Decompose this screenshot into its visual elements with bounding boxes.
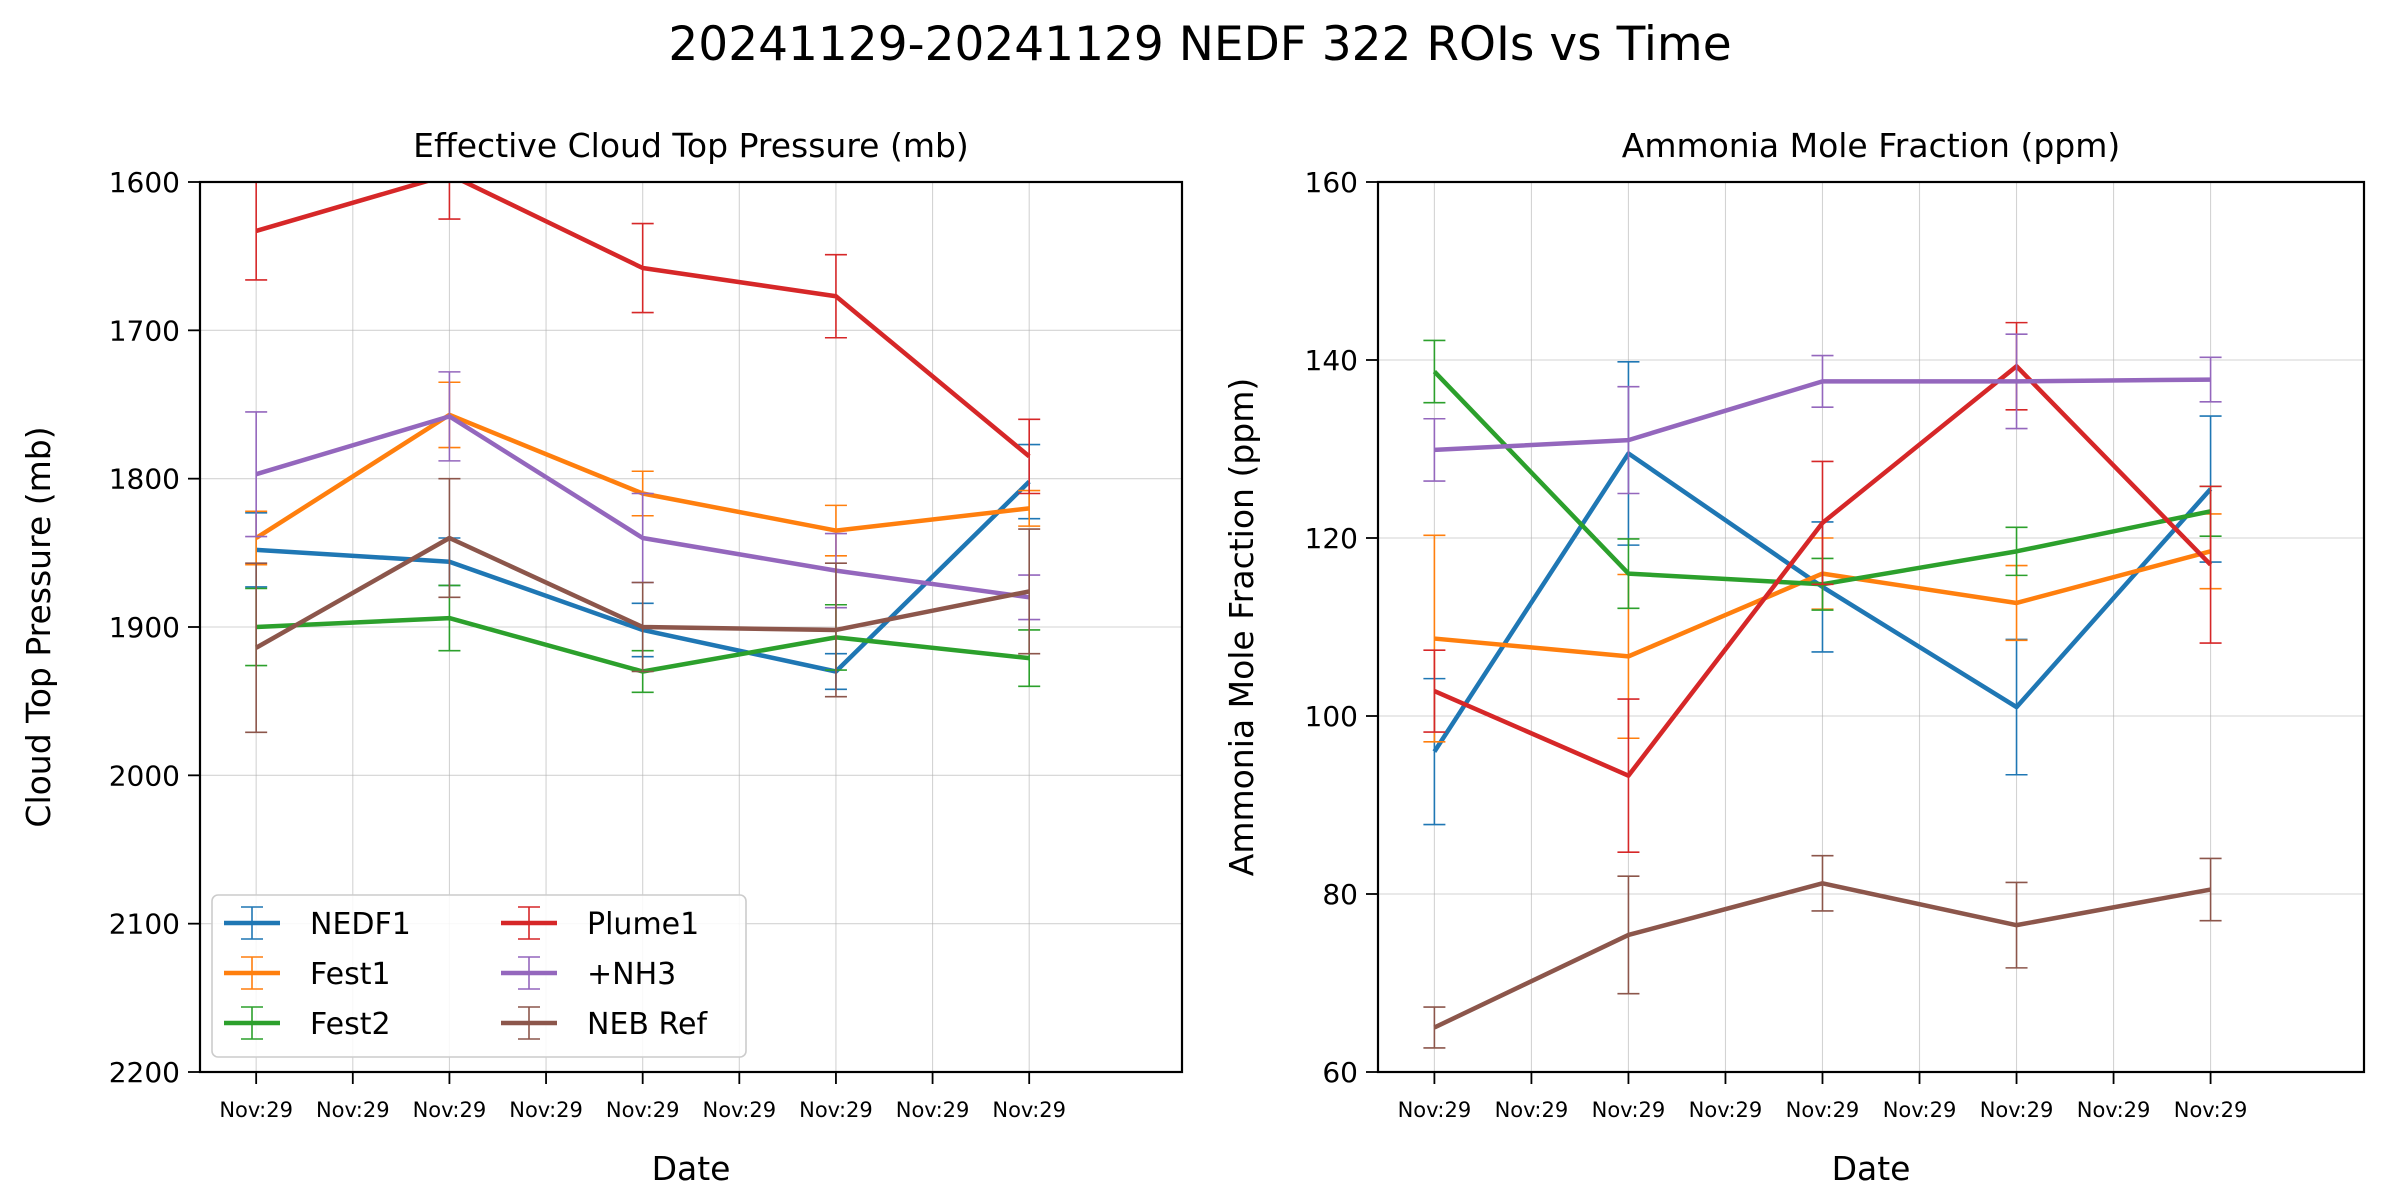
series--nh3 xyxy=(1423,333,2222,495)
y-tick-label: 80 xyxy=(1322,878,1358,911)
legend-label: Plume1 xyxy=(587,907,699,942)
series-line xyxy=(255,182,1031,459)
legend-entry: NEDF1 xyxy=(224,906,411,942)
x-tick-label: Nov:29 xyxy=(606,1098,680,1122)
ammonia-panel: Nov:29 Nov:29 Nov:29 Nov:29 Nov:29 Nov:29 Nov:… xyxy=(1222,126,2366,1188)
figure-title: 20241129-20241129 NEDF 322 ROIs vs Time xyxy=(668,17,1731,72)
legend-label: NEB Ref xyxy=(587,1007,708,1042)
legend-entry: +NH3 xyxy=(501,956,676,992)
ammonia-y-axis-title: Ammonia Mole Fraction (ppm) xyxy=(1222,378,1261,876)
x-tick-label: Nov:29 xyxy=(702,1098,776,1122)
series-neb-ref xyxy=(1423,854,2222,1049)
x-tick-label: Nov:29 xyxy=(799,1098,873,1122)
x-tick-label: Nov:29 xyxy=(509,1098,583,1122)
x-tick-label: Nov:29 xyxy=(413,1098,487,1122)
ammonia-axes-frame xyxy=(1376,180,2366,1074)
series-line xyxy=(1433,363,2213,778)
pressure-y-axis-title: Cloud Top Pressure (mb) xyxy=(19,426,58,827)
legend-entry: Plume1 xyxy=(501,906,699,942)
x-tick-label: Nov:29 xyxy=(2077,1098,2151,1122)
y-tick-label: 2200 xyxy=(109,1056,180,1089)
y-tick-label: 1900 xyxy=(109,611,180,644)
legend-box xyxy=(211,894,747,1058)
x-tick-label: Nov:29 xyxy=(1592,1098,1666,1122)
legend-label: +NH3 xyxy=(587,957,676,992)
y-tick-label: 2000 xyxy=(109,759,180,792)
y-tick-label: 1600 xyxy=(109,166,180,199)
x-tick-label: Nov:29 xyxy=(1883,1098,1957,1122)
x-tick-label: Nov:29 xyxy=(219,1098,293,1122)
ammonia-x-axis-title: Date xyxy=(1832,1149,1911,1188)
y-tick-label: 140 xyxy=(1305,344,1358,377)
ammonia-plot-area xyxy=(1423,321,2222,1049)
y-tick-label: 2100 xyxy=(109,908,180,941)
legend-label: Fest2 xyxy=(310,1007,391,1042)
x-tick-label: Nov:29 xyxy=(1398,1098,1472,1122)
cloud-top-pressure-panel: Nov:29 Nov:29 Nov:29 Nov:29 Nov:29 Nov:29 Nov:… xyxy=(19,126,1184,1188)
ammonia-panel-title: Ammonia Mole Fraction (ppm) xyxy=(1622,126,2120,165)
x-tick-label: Nov:29 xyxy=(1786,1098,1860,1122)
pressure-panel-title: Effective Cloud Top Pressure (mb) xyxy=(413,126,969,165)
y-tick-label: 60 xyxy=(1322,1056,1358,1089)
pressure-x-axis-title: Date xyxy=(652,1149,731,1188)
x-tick-label: Nov:29 xyxy=(1495,1098,1569,1122)
x-tick-label: Nov:29 xyxy=(2174,1098,2248,1122)
y-tick-label: 1700 xyxy=(109,314,180,347)
y-tick-label: 1800 xyxy=(109,463,180,496)
legend: NEDF1 Fest1 Fest2 Plume1 +NH3 NEB Ref xyxy=(211,894,747,1058)
series-line xyxy=(255,414,1030,600)
y-tick-label: 160 xyxy=(1305,166,1358,199)
legend-entry: Fest2 xyxy=(224,1006,391,1042)
series-line xyxy=(1434,377,2211,453)
legend-entry: NEB Ref xyxy=(501,1006,708,1042)
series-neb-ref xyxy=(245,477,1041,734)
pressure-plot-area xyxy=(245,182,1041,734)
x-tick-label: Nov:29 xyxy=(992,1098,1066,1122)
series-plume1 xyxy=(245,182,1041,495)
x-tick-label: Nov:29 xyxy=(896,1098,970,1122)
series-line xyxy=(1433,881,2211,1030)
legend-label: Fest1 xyxy=(310,957,391,992)
legend-label: NEDF1 xyxy=(310,907,411,942)
y-tick-label: 100 xyxy=(1305,700,1358,733)
legend-entry: Fest1 xyxy=(224,956,391,992)
x-tick-label: Nov:29 xyxy=(1689,1098,1763,1122)
y-tick-label: 120 xyxy=(1305,522,1358,555)
series-line xyxy=(255,535,1030,650)
x-tick-label: Nov:29 xyxy=(1980,1098,2054,1122)
x-tick-label: Nov:29 xyxy=(316,1098,390,1122)
